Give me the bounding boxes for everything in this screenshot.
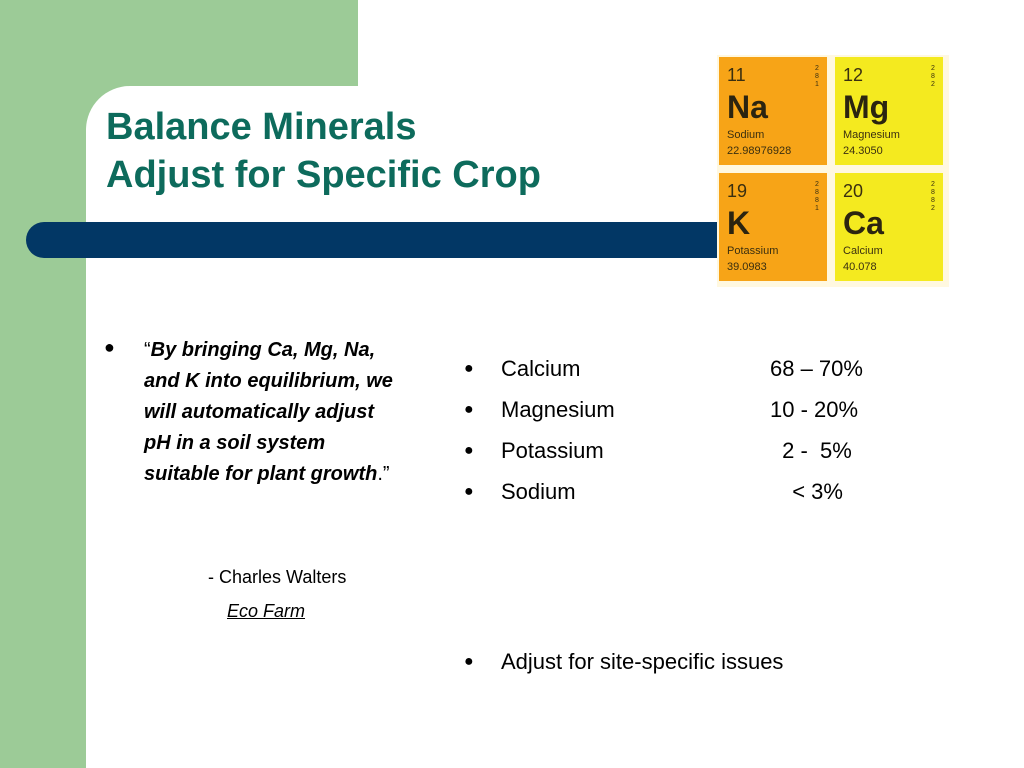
- element-tile-potassium: 19 K Potassium 39.0983 2 8 8 1: [719, 173, 827, 281]
- atomic-mass: 22.98976928: [727, 145, 792, 157]
- quote-author: - Charles Walters: [208, 567, 347, 587]
- electron-shells: 2 8 8 1: [815, 181, 819, 212]
- element-symbol: K: [727, 205, 751, 241]
- open-quote-mark: “: [144, 339, 151, 361]
- element-name: Magnesium: [843, 129, 900, 141]
- mineral-row-magnesium: ● Magnesium 10 - 20%: [464, 397, 964, 429]
- mineral-row-sodium: ● Sodium < 3%: [464, 479, 964, 511]
- mineral-range: 68 – 70%: [770, 356, 863, 381]
- element-name: Calcium: [843, 245, 883, 257]
- slide-title: Balance Minerals Adjust for Specific Cro…: [106, 103, 541, 199]
- mineral-range: 2 - 5%: [776, 438, 852, 463]
- site-specific-text: Adjust for site-specific issues: [501, 649, 784, 674]
- atomic-number: 11: [727, 65, 746, 85]
- atomic-number: 19: [727, 181, 748, 201]
- quote-text: “By bringing Ca, Mg, Na, and K into equi…: [144, 335, 406, 490]
- title-line-2: Adjust for Specific Crop: [106, 154, 541, 196]
- mineral-row-calcium: ● Calcium 68 – 70%: [464, 356, 964, 388]
- title-underline-bar: [26, 222, 726, 258]
- element-tile-calcium: 20 Ca Calcium 40.078 2 8 8 2: [835, 173, 943, 281]
- quote-body: By bringing Ca, Mg, Na, and K into equil…: [144, 339, 393, 485]
- element-symbol: Ca: [843, 205, 884, 241]
- element-name: Sodium: [727, 129, 765, 141]
- atomic-mass: 40.078: [843, 261, 877, 273]
- atomic-mass: 24.3050: [843, 145, 883, 157]
- source-link[interactable]: Eco Farm: [227, 601, 306, 621]
- element-name: Potassium: [727, 245, 779, 257]
- element-symbol: Na: [727, 89, 768, 125]
- electron-shells: 2 8 2: [931, 65, 935, 88]
- mineral-range: < 3%: [780, 479, 843, 504]
- electron-shells: 2 8 1: [815, 65, 819, 88]
- mineral-name: Calcium: [501, 356, 581, 381]
- bullet-icon: ●: [104, 337, 115, 357]
- atomic-number: 20: [843, 181, 864, 201]
- periodic-table-image: 11 Na Sodium 22.98976928 2 8 1 12 Mg Mag…: [717, 55, 949, 287]
- atomic-mass: 39.0983: [727, 261, 767, 273]
- close-quote-mark: ”: [382, 463, 390, 485]
- mineral-name: Potassium: [501, 438, 604, 463]
- electron-shells: 2 8 8 2: [931, 181, 935, 212]
- element-symbol: Mg: [843, 89, 890, 125]
- bullet-icon: ●: [464, 653, 474, 670]
- bullet-icon: ●: [464, 483, 474, 500]
- bullet-icon: ●: [464, 360, 474, 377]
- bullet-icon: ●: [464, 442, 474, 459]
- quote-period: .: [377, 463, 383, 485]
- title-line-1: Balance Minerals: [106, 106, 417, 148]
- element-tile-magnesium: 12 Mg Magnesium 24.3050 2 8 2: [835, 57, 943, 165]
- element-tile-sodium: 11 Na Sodium 22.98976928 2 8 1: [719, 57, 827, 165]
- mineral-range: 10 - 20%: [770, 397, 859, 422]
- mineral-name: Magnesium: [501, 397, 615, 422]
- mineral-name: Sodium: [501, 479, 576, 504]
- bullet-icon: ●: [464, 401, 474, 418]
- atomic-number: 12: [843, 65, 864, 85]
- mineral-row-potassium: ● Potassium 2 - 5%: [464, 438, 964, 470]
